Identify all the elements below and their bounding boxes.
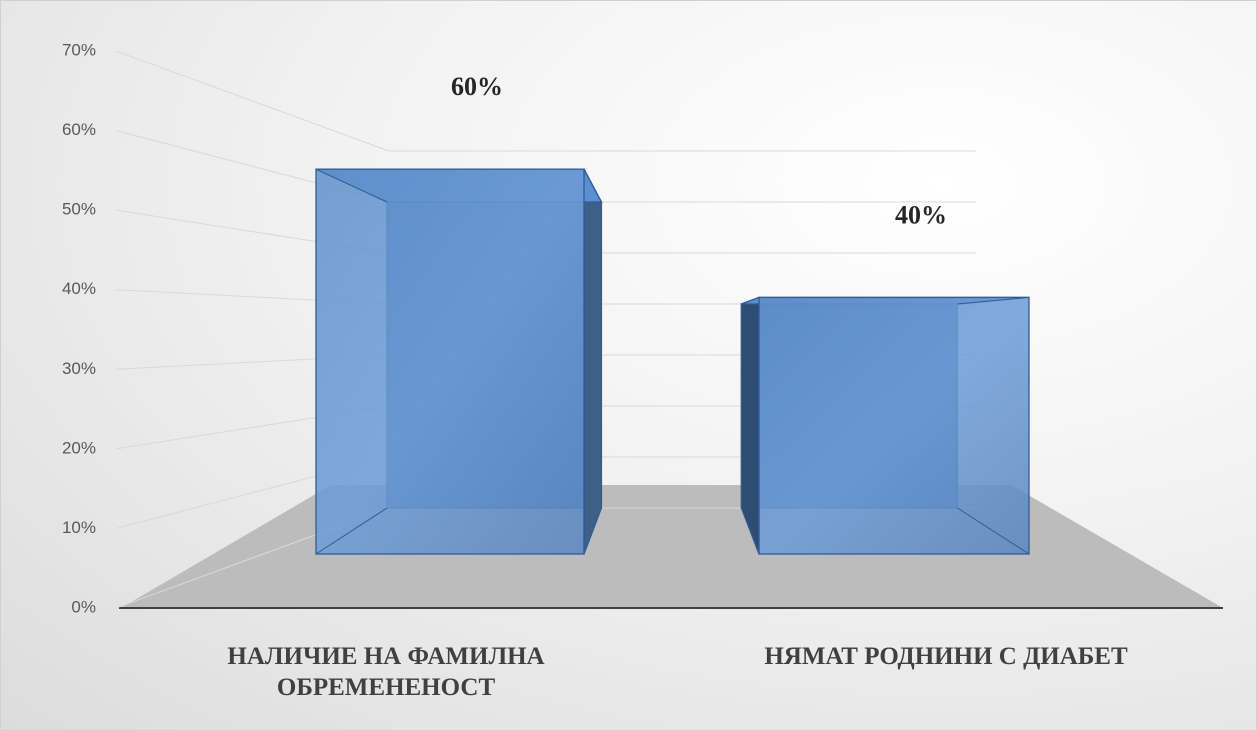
bar	[315, 168, 603, 555]
grid-line	[115, 50, 976, 152]
bar	[740, 296, 1030, 555]
bar-edge	[315, 168, 388, 203]
data-label: 40%	[895, 200, 947, 229]
x-tick-label: НАЛИЧИЕ НА ФАМИЛНА ОБРЕМЕНЕНОСТ	[227, 643, 545, 701]
bar-edge	[583, 168, 602, 203]
bar-edge	[740, 507, 760, 555]
bar-edge	[957, 296, 1030, 305]
y-tick-label: 40%	[62, 279, 96, 298]
data-label: 60%	[451, 72, 503, 101]
y-tick-label: 60%	[62, 120, 96, 139]
x-tick-label: НЯМАТ РОДНИНИ С ДИАБЕТ	[764, 643, 1128, 670]
y-tick-label: 0%	[71, 597, 96, 616]
y-tick-label: 10%	[62, 518, 96, 537]
bar-edge	[315, 507, 388, 555]
bar-side	[583, 168, 603, 555]
bar-front	[315, 168, 585, 555]
bar-edge	[583, 507, 602, 555]
y-tick-label: 30%	[62, 359, 96, 378]
y-tick-label: 50%	[62, 200, 96, 219]
y-tick-label: 70%	[62, 40, 96, 59]
y-tick-label: 20%	[62, 438, 96, 457]
bar-front	[758, 296, 1030, 555]
bar-edge	[957, 507, 1030, 555]
floor	[121, 485, 1223, 608]
bar-edge	[741, 296, 760, 305]
